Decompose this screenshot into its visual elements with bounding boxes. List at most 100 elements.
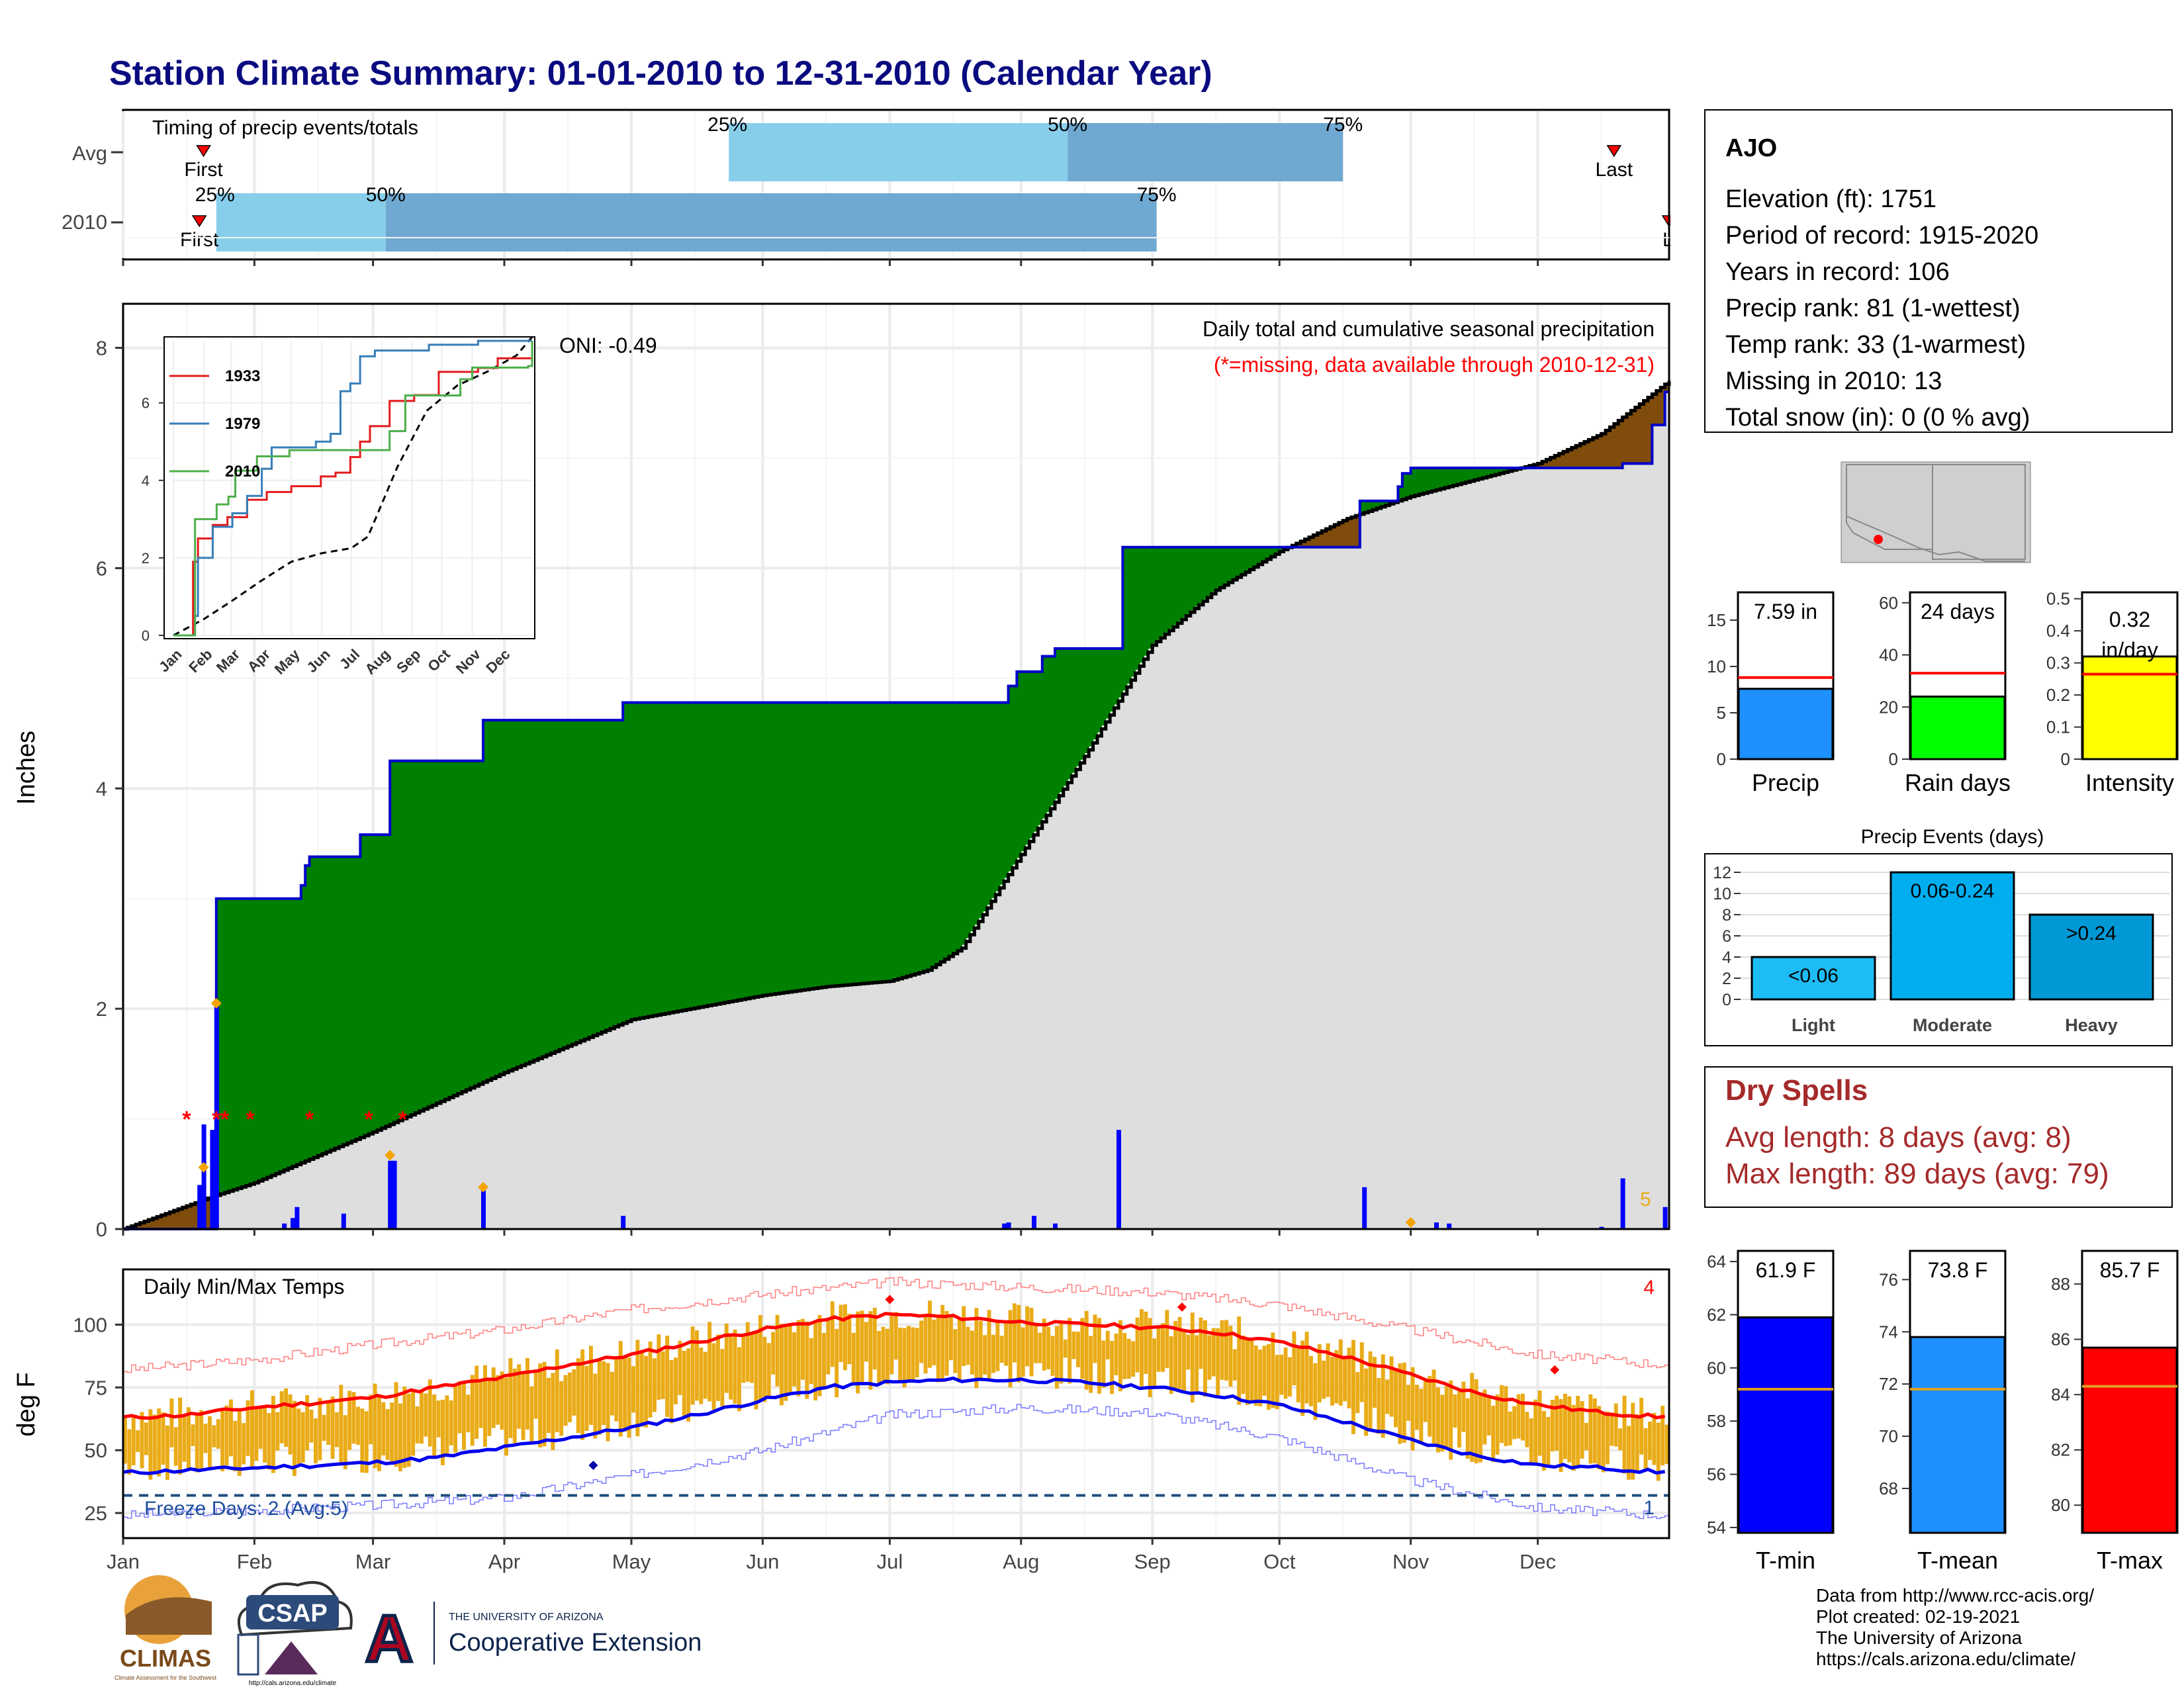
precip-anomaly-strip <box>521 720 526 1065</box>
daily-temp-bar <box>1025 1306 1030 1367</box>
daily-temp-bar <box>1322 1360 1326 1399</box>
daily-temp-bar <box>432 1394 437 1456</box>
precip-anomaly-strip <box>161 1214 166 1229</box>
precip-anomaly-strip <box>478 760 484 1083</box>
daily-temp-bar <box>1508 1411 1512 1445</box>
daily-temp-bar <box>780 1324 784 1406</box>
precip-anomaly-strip <box>949 702 954 956</box>
precip-title: Daily total and cumulative seasonal prec… <box>1203 317 1655 341</box>
timing-first-label-2010: First <box>180 229 219 251</box>
precip-panel-border <box>122 302 1670 1230</box>
daily-temp-bar <box>796 1320 801 1396</box>
precip-anomaly-strip <box>462 760 467 1091</box>
dry-spells-max: Max length: 89 days (avg: 79) <box>1725 1158 2109 1190</box>
daily-temp-bar <box>538 1363 543 1448</box>
daily-temp-bar <box>1029 1308 1034 1377</box>
precip-anomaly-strip <box>1571 446 1576 468</box>
precip-anomaly-strip <box>822 702 827 987</box>
precip-anomaly-strip <box>428 760 433 1107</box>
precip-anomaly-strip <box>889 702 895 981</box>
month-label-aug: Aug <box>1003 1550 1039 1573</box>
precip-anomaly-strip <box>318 856 323 1155</box>
daily-temp-bar <box>360 1408 365 1473</box>
daily-temp-bar <box>1359 1342 1364 1402</box>
precip-daily-bar-6 <box>295 1207 300 1229</box>
daily-temp-bar <box>1521 1393 1525 1441</box>
daily-temp-bar <box>1377 1377 1381 1434</box>
temp-summary-ytick-label-1-0: 68 <box>1879 1479 1898 1498</box>
daily-temp-bar <box>826 1320 831 1375</box>
precip-anomaly-strip <box>250 898 255 1184</box>
daily-temp-bar <box>631 1366 635 1413</box>
daily-temp-bar <box>788 1324 792 1395</box>
daily-temp-bar <box>682 1351 686 1416</box>
daily-temp-bar <box>1313 1363 1318 1420</box>
daily-temp-bar <box>1199 1317 1203 1369</box>
precip-anomaly-strip <box>953 702 958 952</box>
precip-anomaly-strip <box>936 702 941 964</box>
precip-events-category-2: Heavy <box>2065 1015 2118 1035</box>
station-line-7: Total snow (in): 0 (0 % avg) <box>1725 404 2030 432</box>
daily-temp-bar <box>165 1425 169 1481</box>
daily-temp-bar <box>970 1330 974 1375</box>
daily-temp-bar <box>1105 1330 1110 1360</box>
precip-anomaly-strip <box>1385 500 1390 505</box>
daily-temp-bar <box>606 1363 610 1441</box>
daily-temp-bar <box>602 1361 606 1425</box>
daily-temp-bar <box>1114 1333 1118 1375</box>
daily-temp-bar <box>1601 1412 1606 1473</box>
precip-anomaly-strip <box>1322 529 1327 547</box>
daily-temp-bar <box>411 1390 416 1456</box>
month-label-sep: Sep <box>1134 1550 1171 1573</box>
temp-ytick-label-2: 75 <box>85 1376 107 1399</box>
precip-anomaly-strip <box>766 702 772 995</box>
precip-note: (*=missing, data available through 2010-… <box>1214 353 1655 377</box>
precip-anomaly-strip <box>974 702 979 925</box>
precip-anomaly-strip <box>263 898 268 1179</box>
daily-temp-bar <box>1546 1416 1551 1466</box>
daily-temp-bar <box>551 1373 555 1451</box>
precip-anomaly-strip <box>1580 442 1585 468</box>
daily-temp-bar <box>449 1400 453 1445</box>
daily-temp-bar <box>1253 1345 1258 1406</box>
precip-anomaly-strip <box>1474 467 1479 480</box>
precip-events-ytick-label-1: 2 <box>1722 970 1731 988</box>
daily-temp-bar <box>1398 1363 1402 1444</box>
precip-daily-bar-12 <box>1002 1223 1007 1229</box>
daily-temp-bar <box>1614 1403 1618 1447</box>
daily-temp-bar <box>817 1314 822 1396</box>
daily-temp-bar <box>1474 1379 1479 1464</box>
precip-summary-ytick-label-2-3: 0.3 <box>2046 653 2070 673</box>
daily-temp-bar <box>966 1326 970 1365</box>
daily-temp-bar <box>690 1326 695 1405</box>
precip-anomaly-strip <box>457 760 463 1093</box>
precip-anomaly-strip <box>1144 547 1149 656</box>
precip-summary-ytick-label-0-2: 10 <box>1707 657 1726 676</box>
precip-anomaly-strip <box>1398 486 1403 500</box>
precip-anomaly-strip <box>1423 467 1428 493</box>
daily-temp-bar <box>1334 1349 1339 1404</box>
precip-anomaly-strip <box>1126 547 1132 684</box>
precip-anomaly-strip <box>1479 467 1483 479</box>
csap-bars-icon <box>237 1633 259 1676</box>
dry-spells-box: Dry Spells Avg length: 8 days (avg: 8) M… <box>1704 1066 2173 1208</box>
precip-anomaly-strip <box>1559 452 1564 468</box>
precip-anomaly-strip <box>191 1203 196 1229</box>
precip-anomaly-strip <box>254 898 259 1182</box>
precip-anomaly-strip <box>296 898 302 1164</box>
precip-cumulative-line <box>123 390 1669 1230</box>
precip-anomaly-strip <box>745 702 751 999</box>
temp-y-axis: 25 50 75 100 <box>73 1313 123 1525</box>
daily-temp-bar <box>1385 1379 1390 1414</box>
daily-temp-bar <box>173 1427 178 1466</box>
precip-anomaly-strip <box>1228 547 1234 582</box>
daily-temp-bar <box>1394 1369 1398 1428</box>
daily-temp-bar <box>877 1331 882 1386</box>
daily-temp-bar <box>381 1402 386 1456</box>
inset-ytick-label-0: 0 <box>142 627 150 644</box>
precip-anomaly-strip <box>1449 467 1454 486</box>
precip-daily-bar-17 <box>1362 1187 1367 1229</box>
daily-temp-bar <box>199 1410 204 1469</box>
timing-first-label-avg: First <box>184 159 223 181</box>
daily-temp-bar <box>1347 1348 1351 1408</box>
